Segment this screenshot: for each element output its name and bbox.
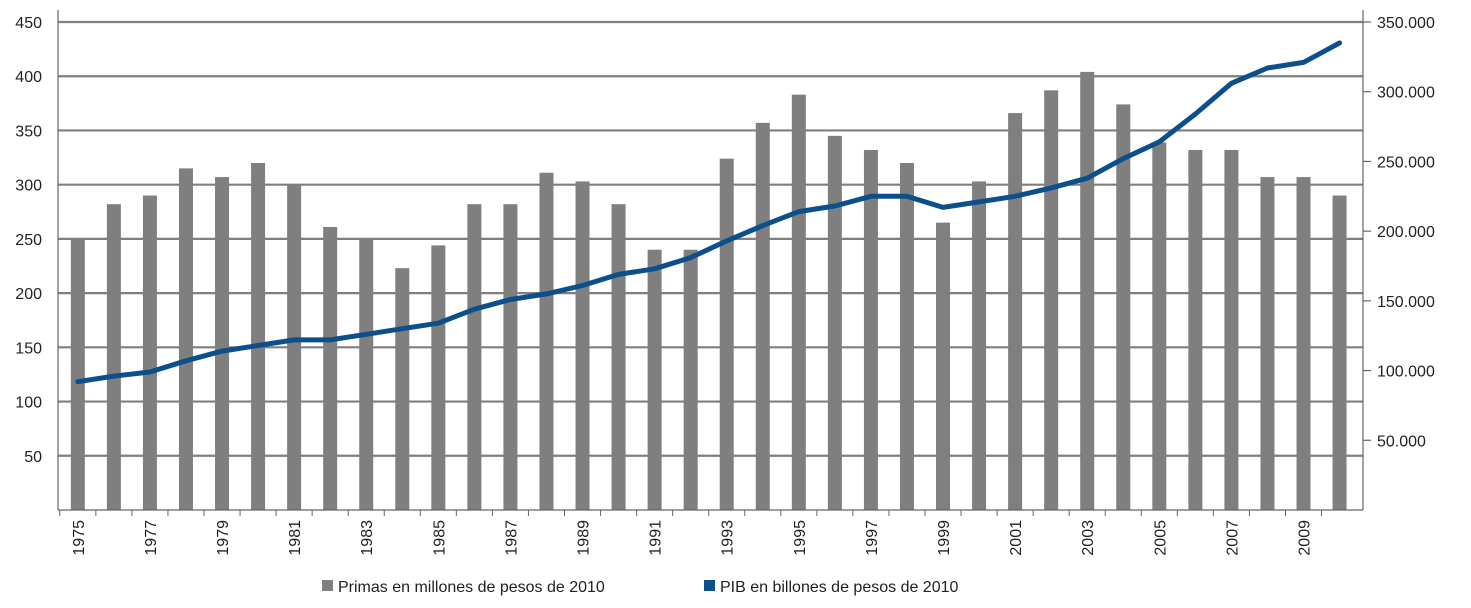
bar: [755, 122, 770, 510]
line-series: [75, 40, 1343, 385]
x-tick-label: 2003: [1080, 520, 1097, 556]
x-tick-label: 1981: [287, 520, 304, 556]
x-tick-label: 1987: [503, 520, 520, 556]
bar: [1116, 104, 1131, 510]
bar: [503, 204, 518, 511]
x-tick-label: 1995: [792, 520, 809, 556]
bar: [791, 94, 806, 510]
bar: [1260, 177, 1275, 510]
x-tick-label: 1997: [864, 520, 881, 556]
left-tick-label: 50: [24, 449, 42, 466]
bar: [1296, 177, 1311, 510]
bar: [1008, 113, 1023, 511]
x-tick-label: 1999: [936, 520, 953, 556]
bar: [683, 249, 698, 510]
bar: [972, 181, 987, 510]
left-tick-label: 350: [15, 123, 42, 140]
bar: [1152, 142, 1167, 510]
x-tick-label: 2005: [1152, 520, 1169, 556]
right-tick-label: 300.000: [1377, 85, 1435, 102]
right-tick-label: 250.000: [1377, 154, 1435, 171]
right-tick-label: 50.000: [1377, 433, 1426, 450]
bar: [1332, 195, 1347, 510]
bar: [467, 204, 482, 511]
left-tick-label: 300: [15, 178, 42, 195]
axes: 50 100 150 200 250 300 350 400 450 50.000 100.000 1…: [15, 10, 1435, 556]
left-tick-label: 100: [15, 395, 42, 412]
x-tick-label: 1991: [648, 520, 665, 556]
bar: [287, 184, 302, 510]
bar: [827, 135, 842, 510]
legend: Primas en millones de pesos de 2010 PIB e…: [322, 579, 959, 596]
bar: [323, 226, 338, 510]
bar: [719, 158, 734, 510]
right-tick-label: 200.000: [1377, 224, 1435, 241]
x-tick-label: 1993: [720, 520, 737, 556]
pib-line: [75, 40, 1343, 385]
x-tick-label: 2009: [1297, 520, 1314, 556]
bar: [359, 239, 374, 510]
bar: [431, 245, 446, 510]
legend-label: PIB en billones de pesos de 2010: [720, 579, 959, 596]
bar: [936, 222, 951, 510]
bar: [1188, 149, 1203, 510]
bar: [70, 238, 85, 510]
x-tick-label: 1975: [71, 520, 88, 556]
legend-swatch: [704, 580, 715, 591]
x-tick-label: 1977: [143, 520, 160, 556]
left-tick-label: 150: [15, 340, 42, 357]
bar: [611, 204, 626, 511]
x-tick-label: 1989: [576, 520, 593, 556]
legend-label: Primas en millones de pesos de 2010: [338, 579, 605, 596]
bar: [575, 181, 590, 510]
right-tick-label: 150.000: [1377, 294, 1435, 311]
bar: [539, 172, 554, 510]
bar: [1044, 90, 1059, 510]
bar: [215, 177, 230, 510]
left-tick-label: 200: [15, 286, 42, 303]
bar: [106, 204, 121, 511]
bar: [395, 268, 410, 510]
x-tick-label: 1979: [215, 520, 232, 556]
bar: [1224, 149, 1239, 510]
x-tick-label: 1983: [359, 520, 376, 556]
bar: [178, 168, 193, 510]
bar: [899, 162, 914, 510]
left-tick-label: 400: [15, 69, 42, 86]
bar: [1080, 71, 1095, 510]
bar-series: [70, 71, 1347, 511]
x-tick-label: 2001: [1008, 520, 1025, 556]
x-tick-label: 2007: [1224, 520, 1241, 556]
gridlines: [58, 20, 1363, 457]
bar: [647, 249, 662, 510]
bar: [142, 195, 157, 510]
right-tick-label: 350.000: [1377, 15, 1435, 32]
left-tick-label: 450: [15, 15, 42, 32]
bar: [251, 162, 266, 510]
x-tick-label: 1985: [431, 520, 448, 556]
legend-swatch: [322, 580, 333, 591]
bar: [863, 149, 878, 510]
right-tick-label: 100.000: [1377, 364, 1435, 381]
left-tick-label: 250: [15, 232, 42, 249]
